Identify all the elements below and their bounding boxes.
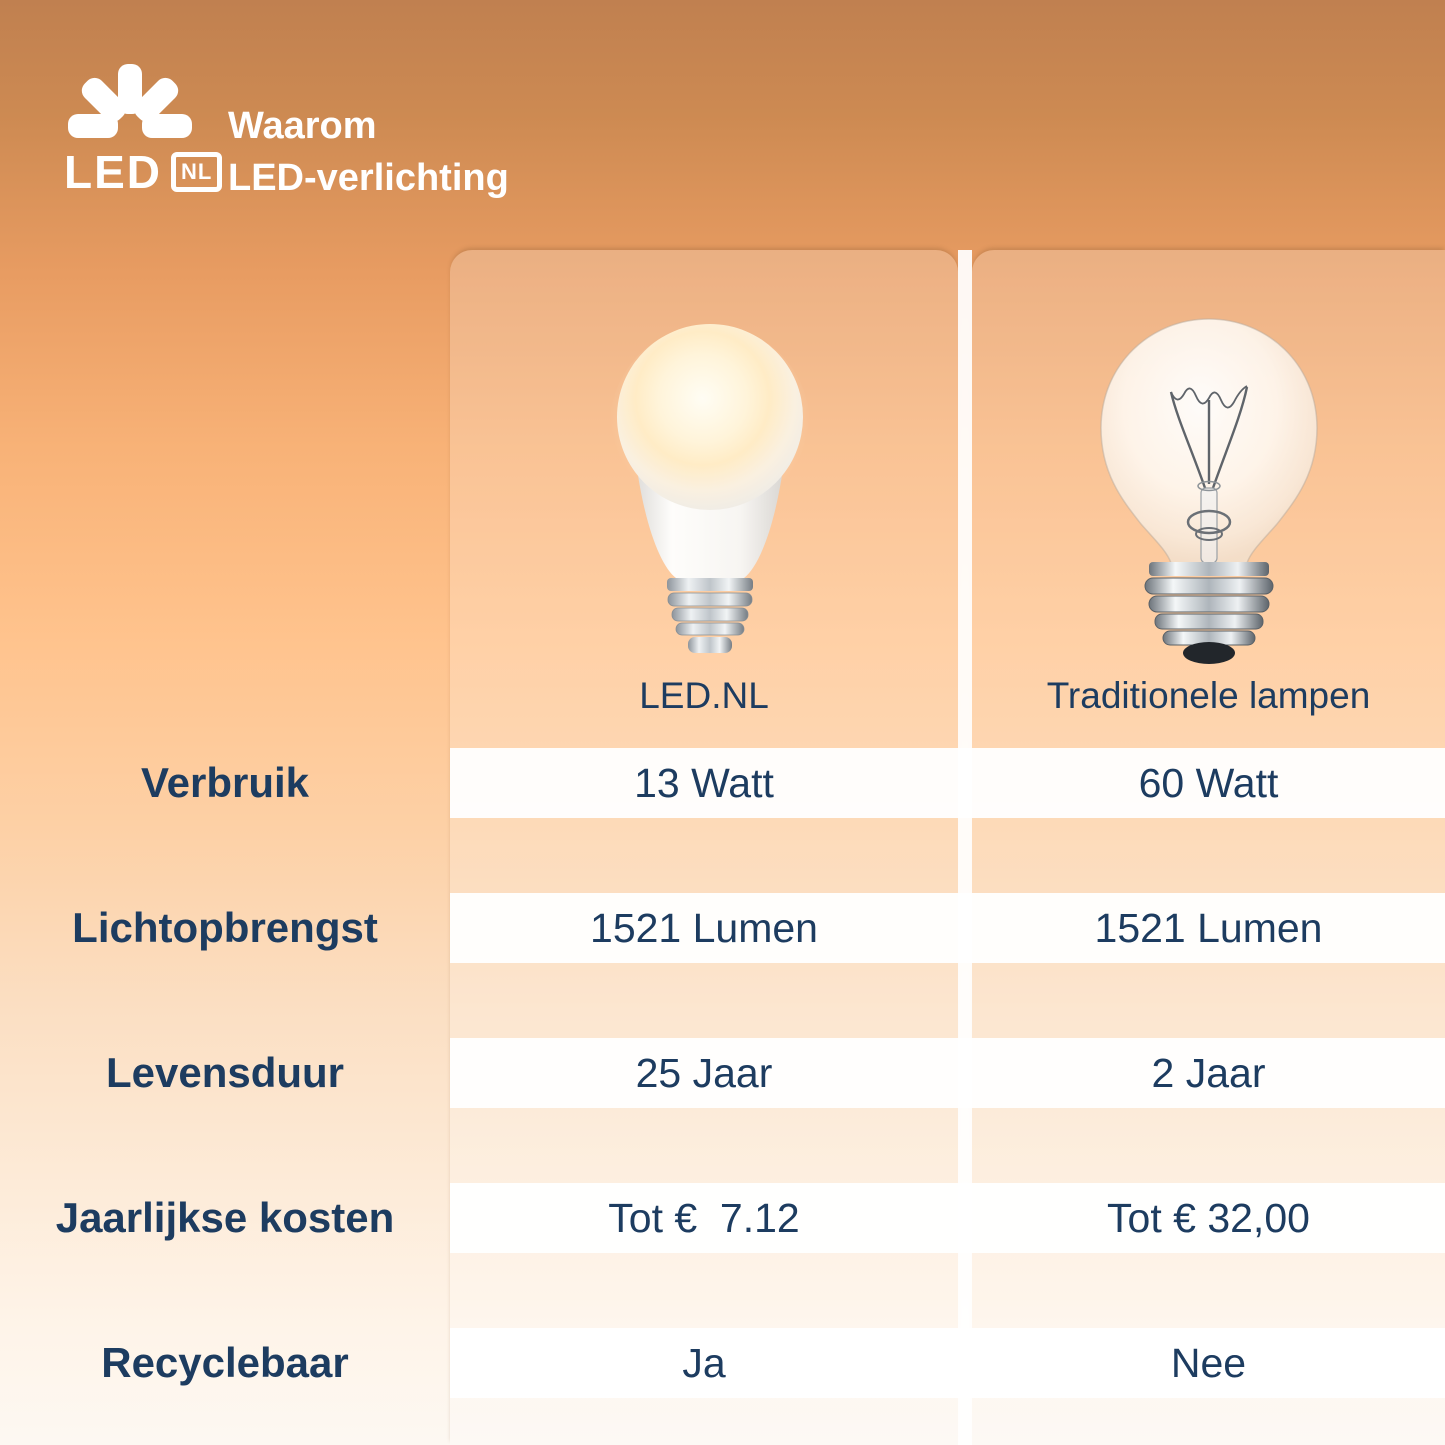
table-row: 25 Jaar 2 Jaar xyxy=(450,1038,1445,1108)
logo-nl-badge: NL xyxy=(171,152,223,192)
value-lichtopbrengst-led: 1521 Lumen xyxy=(590,905,818,951)
page-title: Waarom LED-verlichting xyxy=(228,100,509,204)
value-recyclebaar-led: Ja xyxy=(682,1340,726,1386)
column-divider xyxy=(958,250,972,1445)
row-label-jaarlijkse-kosten: Jaarlijkse kosten xyxy=(55,1194,395,1241)
value-verbruik-traditional: 60 Watt xyxy=(1138,760,1279,806)
table-row: 1521 Lumen 1521 Lumen xyxy=(450,893,1445,963)
incandescent-bulb-image xyxy=(1100,318,1318,664)
value-levensduur-led: 25 Jaar xyxy=(635,1050,773,1096)
page-title-line2: LED-verlichting xyxy=(228,157,509,199)
value-jaarlijkse-kosten-traditional: Tot € 32,00 xyxy=(1107,1195,1310,1241)
logo-wordmark: LED NL xyxy=(64,146,223,198)
led-bulb-image xyxy=(610,324,810,653)
value-recyclebaar-traditional: Nee xyxy=(1170,1340,1247,1386)
lednl-logo-icon xyxy=(68,64,192,138)
value-lichtopbrengst-traditional: 1521 Lumen xyxy=(1094,905,1323,951)
row-label-lichtopbrengst: Lichtopbrengst xyxy=(72,904,378,951)
row-label-recyclebaar: Recyclebaar xyxy=(101,1339,349,1386)
column-header-traditional: Traditionele lampen xyxy=(1046,675,1371,716)
table-row: Ja Nee xyxy=(450,1328,1445,1398)
logo-led-text: LED xyxy=(64,146,162,198)
value-jaarlijkse-kosten-led: Tot € 7.12 xyxy=(608,1195,800,1241)
page-title-line1: Waarom xyxy=(228,105,377,147)
value-levensduur-traditional: 2 Jaar xyxy=(1151,1050,1266,1096)
table-row: 13 Watt 60 Watt xyxy=(450,748,1445,818)
value-verbruik-led: 13 Watt xyxy=(634,760,774,806)
row-label-verbruik: Verbruik xyxy=(140,759,310,806)
column-header-led: LED.NL xyxy=(639,675,769,716)
table-row: Tot € 7.12 Tot € 32,00 xyxy=(450,1183,1445,1253)
row-label-levensduur: Levensduur xyxy=(105,1049,345,1096)
